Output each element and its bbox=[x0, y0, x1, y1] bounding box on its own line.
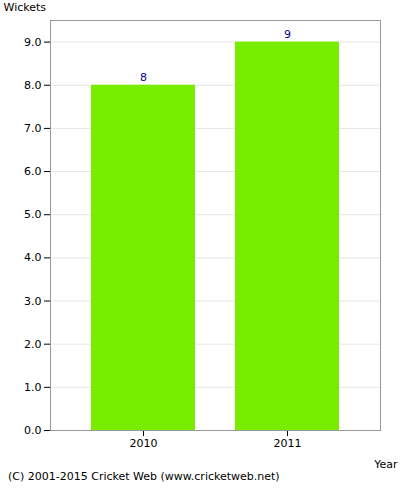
svg-text:Wickets: Wickets bbox=[4, 1, 47, 14]
svg-text:8: 8 bbox=[140, 71, 147, 84]
svg-text:9.0: 9.0 bbox=[24, 36, 42, 49]
svg-text:0.0: 0.0 bbox=[24, 424, 42, 437]
svg-text:8.0: 8.0 bbox=[24, 79, 42, 92]
svg-text:2011: 2011 bbox=[274, 437, 302, 450]
svg-text:3.0: 3.0 bbox=[24, 295, 42, 308]
html-text:(C) 2001-2015 Cricket Web (www: (C) 2001-2015 Cricket Web (www.cricketwe… bbox=[8, 470, 280, 483]
svg-text:6.0: 6.0 bbox=[24, 165, 42, 178]
svg-text:5.0: 5.0 bbox=[24, 208, 42, 221]
svg-text:2010: 2010 bbox=[130, 437, 158, 450]
svg-text:2.0: 2.0 bbox=[24, 338, 42, 351]
svg-text:1.0: 1.0 bbox=[24, 381, 42, 394]
svg-text:7.0: 7.0 bbox=[24, 122, 42, 135]
svg-text:9: 9 bbox=[284, 28, 291, 41]
svg-text:Year: Year bbox=[373, 458, 398, 471]
svg-text:4.0: 4.0 bbox=[24, 251, 42, 264]
